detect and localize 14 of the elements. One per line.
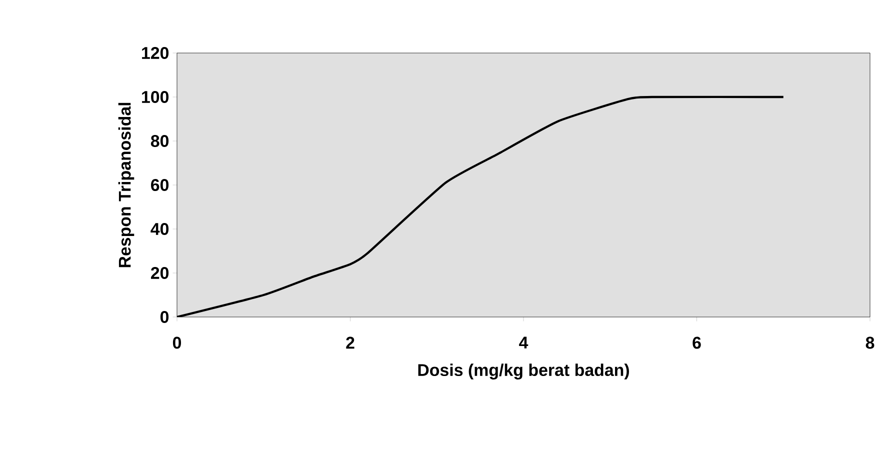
y-tick-label: 80 [150,135,169,148]
x-tick-label: 4 [519,336,528,348]
y-tick-label: 60 [151,179,169,192]
x-tick-label: 8 [866,336,874,349]
x-axis-title: Dosis (mg/kg berat badan) [418,364,629,380]
x-tick-label: 0 [172,336,182,349]
y-tick-label: 20 [150,267,169,280]
y-tick-label: 0 [160,311,169,324]
y-axis-title: Respon Tripanosidal [118,102,134,268]
x-tick-label: 2 [346,336,354,349]
y-tick-label: 40 [150,223,169,236]
y-tick-label: 100 [142,91,169,104]
y-tick-label: 120 [142,47,169,60]
x-tick-label: 6 [692,336,701,349]
